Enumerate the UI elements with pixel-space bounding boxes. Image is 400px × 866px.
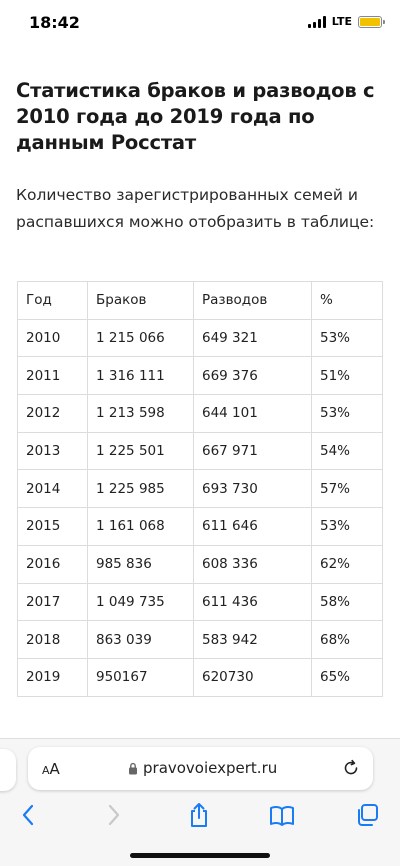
table-cell: 53%	[311, 507, 383, 546]
table-cell: 2012	[17, 394, 88, 433]
bookmarks-button[interactable]	[268, 801, 296, 829]
table-cell: 620730	[193, 657, 312, 697]
table-cell: 611 436	[193, 582, 312, 622]
table-row: 2015 1 161 068 611 646 53%	[17, 507, 383, 546]
table-row: 2017 1 049 735 611 436 58%	[17, 582, 383, 622]
table-cell: 53%	[311, 394, 383, 433]
table-cell: 57%	[311, 469, 383, 509]
cellular-signal-icon	[307, 15, 326, 28]
chevron-right-icon	[108, 804, 120, 826]
table-row: 2010 1 215 066 649 321 53%	[17, 318, 383, 358]
table-cell: 608 336	[193, 544, 312, 584]
table-cell: 68%	[311, 620, 383, 659]
table-cell: 51%	[311, 356, 383, 396]
statistics-table-container: Год Браков Разводов% 2010 1 215 066 649 321 53…	[17, 281, 383, 697]
browser-toolbar	[0, 797, 400, 833]
table-cell: 611 646	[193, 507, 312, 546]
text-size-button[interactable]: AA	[42, 760, 60, 778]
table-cell: 583 942	[193, 620, 312, 659]
table-header-cell: %	[311, 281, 383, 320]
table-cell: 2016	[17, 544, 88, 584]
tabs-button[interactable]	[353, 801, 381, 829]
table-row: 2012 1 213 598 644 101 53%	[17, 394, 383, 433]
table-cell: 1 225 985	[87, 469, 194, 509]
table-cell: 985 836	[87, 544, 194, 584]
network-type: LTE	[331, 15, 352, 28]
lock-icon	[129, 762, 137, 774]
table-cell: 2011	[17, 356, 88, 396]
table-cell: 2015	[17, 507, 88, 546]
table-cell: 65%	[311, 657, 383, 697]
table-cell: 2019	[17, 657, 88, 697]
table-cell: 669 376	[193, 356, 312, 396]
table-cell: 1 213 598	[87, 394, 194, 433]
table-cell: 667 971	[193, 431, 312, 471]
statistics-table-body: Год Браков Разводов% 2010 1 215 066 649 321 53…	[17, 281, 383, 697]
previous-tab-preview[interactable]	[0, 749, 16, 791]
table-row: 2018 863 039 583 942 68%	[17, 620, 383, 659]
table-cell: 54%	[311, 431, 383, 471]
url-text: pravovoiexpert.ru	[143, 759, 278, 777]
table-cell: 649 321	[193, 318, 312, 358]
table-row: 2011 1 316 111 669 376 51%	[17, 356, 383, 396]
table-header-cell: Разводов	[193, 281, 312, 320]
table-cell: 644 101	[193, 394, 312, 433]
status-time: 18:42	[29, 13, 80, 32]
table-cell: 2018	[17, 620, 88, 659]
article-intro: Количество зарегистрированных семей и ра…	[16, 186, 375, 231]
table-header-row: Год Браков Разводов%	[17, 281, 383, 320]
table-cell: 1 161 068	[87, 507, 194, 546]
reload-icon[interactable]	[341, 758, 361, 778]
table-cell: 2017	[17, 582, 88, 622]
url-display[interactable]: pravovoiexpert.ru	[128, 759, 277, 777]
status-bar: 18:42 LTE	[0, 0, 400, 46]
share-button[interactable]	[185, 801, 213, 829]
chevron-left-icon	[22, 804, 34, 826]
share-icon	[191, 803, 207, 827]
table-cell: 863 039	[87, 620, 194, 659]
table-cell: 693 730	[193, 469, 312, 509]
tabs-icon	[358, 804, 378, 826]
table-header-cell: Год	[17, 281, 88, 320]
home-indicator[interactable]	[130, 853, 270, 858]
table-cell: 1 316 111	[87, 356, 194, 396]
article-heading: Статистика браков и разводов с 2010 года…	[16, 79, 375, 154]
statistics-table: Год Браков Разводов% 2010 1 215 066 649 321 53…	[17, 281, 383, 697]
table-cell: 1 049 735	[87, 582, 194, 622]
table-row: 2013 1 225 501 667 971 54%	[17, 431, 383, 471]
status-indicators: LTE	[307, 15, 385, 28]
table-cell: 2013	[17, 431, 88, 471]
table-cell: 2010	[17, 318, 88, 358]
table-cell: 53%	[311, 318, 383, 358]
forward-button[interactable]	[100, 801, 128, 829]
table-cell: 58%	[311, 582, 383, 622]
book-icon	[270, 805, 294, 826]
battery-icon	[358, 15, 385, 28]
table-cell: 1 225 501	[87, 431, 194, 471]
browser-bottom-bar: AA pravovoiexpert.ru	[0, 738, 400, 866]
back-button[interactable]	[14, 801, 42, 829]
table-cell: 950167	[87, 657, 194, 697]
table-header-cell: Браков	[87, 281, 194, 320]
table-cell: 62%	[311, 544, 383, 584]
table-row: 2019 950167 620730 65%	[17, 657, 383, 697]
table-cell: 1 215 066	[87, 318, 194, 358]
table-row: 2016 985 836 608 336 62%	[17, 544, 383, 584]
table-cell: 2014	[17, 469, 88, 509]
address-bar[interactable]: AA pravovoiexpert.ru	[28, 747, 373, 790]
table-row: 2014 1 225 985 693 730 57%	[17, 469, 383, 509]
